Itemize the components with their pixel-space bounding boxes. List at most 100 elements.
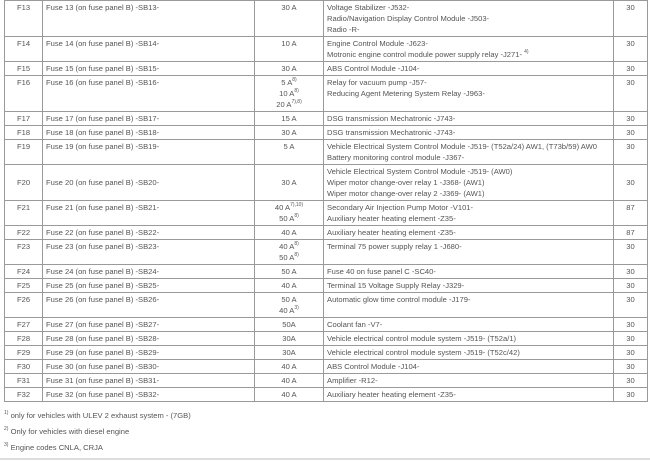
fuse-terminal: 30 xyxy=(613,111,648,126)
consumer-line-text: Voltage Stabilizer -J532- xyxy=(327,3,410,12)
consumer-line-text: Vehicle Electrical System Control Module… xyxy=(327,142,597,151)
table-row: F20 Fuse 20 (on fuse panel B) -SB20- 30 A V… xyxy=(4,164,648,201)
fuse-rating: 30A xyxy=(254,345,324,360)
fuse-id: F27 xyxy=(4,317,43,332)
divider xyxy=(0,458,650,460)
table-row: F19 Fuse 19 (on fuse panel B) -SB19- 5 A Ve… xyxy=(4,139,648,165)
rating-line-text: 30A xyxy=(282,348,296,357)
fuse-id: F17 xyxy=(4,111,43,126)
rating-line: 5 A8) xyxy=(258,77,320,88)
rating-line-text: 50 A xyxy=(279,214,295,223)
consumer-line: Reducing Agent Metering System Relay -J9… xyxy=(327,88,610,99)
consumer-line-text: Terminal 15 Voltage Supply Relay -J329- xyxy=(327,281,465,290)
fuse-rating: 50A xyxy=(254,317,324,332)
fuse-consumers: Vehicle Electrical System Control Module… xyxy=(323,139,614,165)
rating-line-text: 50 A xyxy=(281,267,297,276)
rating-line-text: 40 A xyxy=(281,281,297,290)
fuse-id: F26 xyxy=(4,292,43,318)
fuse-name: Fuse 31 (on fuse panel B) -SB31- xyxy=(42,373,255,388)
fuse-rating: 30A xyxy=(254,331,324,346)
table-row: F30 Fuse 30 (on fuse panel B) -SB30- 40 A A… xyxy=(4,359,648,374)
consumer-line-text: Terminal 75 power supply relay 1 -J680- xyxy=(327,242,462,251)
consumer-line: Auxiliary heater heating element -Z35- xyxy=(327,213,610,224)
fuse-rating: 15 A xyxy=(254,111,324,126)
fuse-name: Fuse 32 (on fuse panel B) -SB32- xyxy=(42,387,255,402)
rating-line: 10 A xyxy=(258,38,320,49)
footnote-ref: 7),8) xyxy=(291,99,302,105)
table-row: F29 Fuse 29 (on fuse panel B) -SB29- 30A Ve… xyxy=(4,345,648,360)
rating-line: 30A xyxy=(258,333,320,344)
rating-line-text: 40 A xyxy=(274,203,291,212)
rating-line: 30 A xyxy=(258,63,320,74)
page-content: F13 Fuse 13 (on fuse panel B) -SB13- 30 A V… xyxy=(4,0,648,453)
consumer-line: Vehicle electrical control module system… xyxy=(327,347,610,358)
table-row: F28 Fuse 28 (on fuse panel B) -SB28- 30A Ve… xyxy=(4,331,648,346)
fuse-terminal: 30 xyxy=(613,139,648,165)
fuse-terminal: 30 xyxy=(613,345,648,360)
fuse-terminal: 30 xyxy=(613,387,648,402)
rating-line-text: 5 A xyxy=(283,142,295,151)
consumer-line-text: Auxiliary heater heating element -Z35- xyxy=(327,228,456,237)
fuse-terminal: 30 xyxy=(613,331,648,346)
rating-line: 40 A7),10) xyxy=(258,202,320,213)
footnote-ref: 8) xyxy=(294,88,299,94)
fuse-id: F14 xyxy=(4,36,43,62)
fuse-name: Fuse 17 (on fuse panel B) -SB17- xyxy=(42,111,255,126)
rating-line-text: 40 A xyxy=(281,390,297,399)
consumer-line: Relay for vacuum pump -J57- xyxy=(327,77,610,88)
footnote: 3) Engine codes CNLA, CRJA xyxy=(4,442,103,453)
fuse-consumers: Terminal 75 power supply relay 1 -J680- xyxy=(323,239,614,265)
consumer-line: Fuse 40 on fuse panel C -SC40- xyxy=(327,266,610,277)
consumer-line: ABS Control Module -J104- xyxy=(327,63,610,74)
consumer-line-text: Vehicle electrical control module system… xyxy=(327,348,520,357)
rating-line: 40 A xyxy=(258,389,320,400)
rating-line-text: 15 A xyxy=(281,114,297,123)
rating-line: 30 A xyxy=(258,177,320,188)
fuse-name: Fuse 21 (on fuse panel B) -SB21- xyxy=(42,200,255,226)
fuse-table: F13 Fuse 13 (on fuse panel B) -SB13- 30 A V… xyxy=(4,0,648,402)
consumer-line: Radio/Navigation Display Control Module … xyxy=(327,13,610,24)
fuse-name: Fuse 20 (on fuse panel B) -SB20- xyxy=(42,164,255,201)
table-row: F14 Fuse 14 (on fuse panel B) -SB14- 10 A E… xyxy=(4,36,648,62)
footnote-ref: 8) xyxy=(294,241,299,247)
fuse-terminal: 30 xyxy=(613,36,648,62)
rating-line: 50 A8) xyxy=(258,213,320,224)
rating-line-text: 40 A xyxy=(281,228,297,237)
consumer-line-text: ABS Control Module -J104- xyxy=(327,64,420,73)
fuse-name: Fuse 18 (on fuse panel B) -SB18- xyxy=(42,125,255,140)
consumer-line: DSG transmission Mechatronic -J743- xyxy=(327,127,610,138)
consumer-line-text: Automatic glow time control module -J179… xyxy=(327,295,471,304)
consumer-line-text: Engine Control Module -J623- xyxy=(327,39,428,48)
consumer-line-text: Auxiliary heater heating element -Z35- xyxy=(327,214,456,223)
fuse-consumers: Engine Control Module -J623- Motronic eng… xyxy=(323,36,614,62)
footnote-ref: 7),10) xyxy=(290,202,304,208)
consumer-line: Auxiliary heater heating element -Z35- xyxy=(327,389,610,400)
rating-line-text: 30 A xyxy=(281,64,297,73)
fuse-terminal: 30 xyxy=(613,292,648,318)
fuse-name: Fuse 22 (on fuse panel B) -SB22- xyxy=(42,225,255,240)
rating-line-text: 5 A xyxy=(281,78,293,87)
fuse-consumers: DSG transmission Mechatronic -J743- xyxy=(323,111,614,126)
fuse-name: Fuse 19 (on fuse panel B) -SB19- xyxy=(42,139,255,165)
consumer-line: Engine Control Module -J623- xyxy=(327,38,610,49)
consumer-line: Voltage Stabilizer -J532- xyxy=(327,2,610,13)
consumer-line-text: Vehicle Electrical System Control Module… xyxy=(327,167,513,176)
fuse-rating: 40 A7),10) 50 A8) xyxy=(254,200,324,226)
consumer-line-text: Fuse 40 on fuse panel C -SC40- xyxy=(327,267,436,276)
consumer-line-text: Coolant fan -V7- xyxy=(327,320,383,329)
fuse-rating: 30 A xyxy=(254,0,324,37)
rating-line-text: 30 A xyxy=(281,178,297,187)
fuse-id: F25 xyxy=(4,278,43,293)
rating-line-text: 50 A xyxy=(281,295,297,304)
fuse-name: Fuse 30 (on fuse panel B) -SB30- xyxy=(42,359,255,374)
fuse-id: F19 xyxy=(4,139,43,165)
rating-line: 40 A xyxy=(258,361,320,372)
fuse-terminal: 30 xyxy=(613,125,648,140)
consumer-line: Coolant fan -V7- xyxy=(327,319,610,330)
fuse-consumers: Coolant fan -V7- xyxy=(323,317,614,332)
consumer-line-text: Secondary Air Injection Pump Motor -V101… xyxy=(327,203,474,212)
table-row: F18 Fuse 18 (on fuse panel B) -SB18- 30 A D… xyxy=(4,125,648,140)
table-row: F27 Fuse 27 (on fuse panel B) -SB27- 50A Co… xyxy=(4,317,648,332)
rating-line: 10 A8) xyxy=(258,88,320,99)
